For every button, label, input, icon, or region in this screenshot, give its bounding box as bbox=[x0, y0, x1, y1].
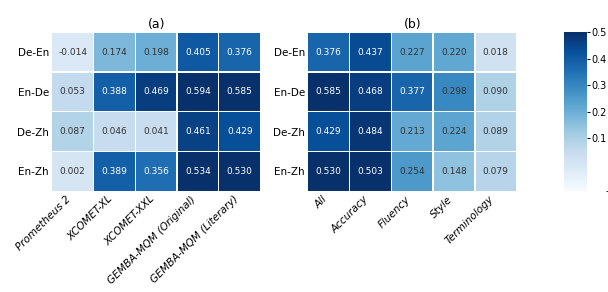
Text: 0.388: 0.388 bbox=[102, 87, 127, 96]
Text: 0.087: 0.087 bbox=[60, 127, 86, 136]
Bar bbox=[94, 72, 134, 111]
Bar bbox=[308, 33, 349, 71]
Text: 0.089: 0.089 bbox=[483, 127, 509, 136]
Bar bbox=[475, 33, 516, 71]
Bar bbox=[308, 72, 349, 111]
Bar bbox=[392, 152, 432, 191]
Text: 0.468: 0.468 bbox=[358, 87, 383, 96]
Bar bbox=[219, 152, 260, 191]
Text: 0.461: 0.461 bbox=[185, 127, 211, 136]
Text: 0.046: 0.046 bbox=[102, 127, 127, 136]
Bar bbox=[94, 112, 134, 151]
Text: 0.254: 0.254 bbox=[399, 167, 425, 176]
Bar bbox=[219, 33, 260, 71]
Bar bbox=[178, 72, 218, 111]
Text: 0.503: 0.503 bbox=[358, 167, 383, 176]
Text: 0.534: 0.534 bbox=[185, 167, 211, 176]
Bar bbox=[350, 152, 391, 191]
Bar bbox=[308, 152, 349, 191]
Text: 0.429: 0.429 bbox=[227, 127, 252, 136]
Bar bbox=[350, 112, 391, 151]
Text: -0.014: -0.014 bbox=[58, 48, 87, 57]
Title: (b): (b) bbox=[403, 18, 421, 31]
Bar bbox=[94, 152, 134, 191]
Text: 0.002: 0.002 bbox=[60, 167, 86, 176]
Bar bbox=[434, 152, 474, 191]
Bar bbox=[475, 72, 516, 111]
Bar bbox=[434, 112, 474, 151]
Text: -0.1: -0.1 bbox=[605, 186, 608, 196]
Text: 0.376: 0.376 bbox=[316, 48, 342, 57]
Bar bbox=[392, 72, 432, 111]
Text: 0.484: 0.484 bbox=[358, 127, 383, 136]
Text: 0.041: 0.041 bbox=[143, 127, 169, 136]
Bar bbox=[392, 112, 432, 151]
Text: 0.090: 0.090 bbox=[483, 87, 509, 96]
Text: 0.530: 0.530 bbox=[316, 167, 342, 176]
Text: 0.053: 0.053 bbox=[60, 87, 86, 96]
Text: 0.585: 0.585 bbox=[316, 87, 342, 96]
Bar bbox=[350, 33, 391, 71]
Bar bbox=[178, 112, 218, 151]
Bar bbox=[350, 72, 391, 111]
Text: 0.356: 0.356 bbox=[143, 167, 169, 176]
Text: 0.376: 0.376 bbox=[227, 48, 253, 57]
Bar bbox=[219, 72, 260, 111]
Text: 0.429: 0.429 bbox=[316, 127, 342, 136]
Bar bbox=[392, 33, 432, 71]
Bar bbox=[136, 33, 176, 71]
Bar bbox=[219, 112, 260, 151]
Text: 0.148: 0.148 bbox=[441, 167, 467, 176]
Bar bbox=[178, 33, 218, 71]
Bar bbox=[434, 33, 474, 71]
Text: 0.174: 0.174 bbox=[102, 48, 127, 57]
Text: 0.585: 0.585 bbox=[227, 87, 253, 96]
Text: 0.298: 0.298 bbox=[441, 87, 467, 96]
Text: 0.437: 0.437 bbox=[358, 48, 383, 57]
Text: 0.594: 0.594 bbox=[185, 87, 211, 96]
Title: (a): (a) bbox=[147, 18, 165, 31]
Bar bbox=[434, 72, 474, 111]
Text: 0.469: 0.469 bbox=[143, 87, 169, 96]
Bar bbox=[52, 152, 93, 191]
Text: 0.389: 0.389 bbox=[102, 167, 127, 176]
Text: 0.220: 0.220 bbox=[441, 48, 467, 57]
Bar bbox=[308, 112, 349, 151]
Bar bbox=[178, 152, 218, 191]
Text: 0.530: 0.530 bbox=[227, 167, 253, 176]
Bar bbox=[52, 72, 93, 111]
Text: 0.227: 0.227 bbox=[399, 48, 425, 57]
Bar bbox=[136, 112, 176, 151]
Text: 0.405: 0.405 bbox=[185, 48, 211, 57]
Bar bbox=[52, 33, 93, 71]
Bar bbox=[136, 72, 176, 111]
Bar bbox=[94, 33, 134, 71]
Text: 0.079: 0.079 bbox=[483, 167, 509, 176]
Bar bbox=[136, 152, 176, 191]
Bar bbox=[52, 112, 93, 151]
Text: 0.213: 0.213 bbox=[399, 127, 425, 136]
Bar bbox=[475, 112, 516, 151]
Text: 0.377: 0.377 bbox=[399, 87, 425, 96]
Text: 0.018: 0.018 bbox=[483, 48, 509, 57]
Text: 0.224: 0.224 bbox=[441, 127, 467, 136]
Bar bbox=[475, 152, 516, 191]
Text: 0.198: 0.198 bbox=[143, 48, 169, 57]
